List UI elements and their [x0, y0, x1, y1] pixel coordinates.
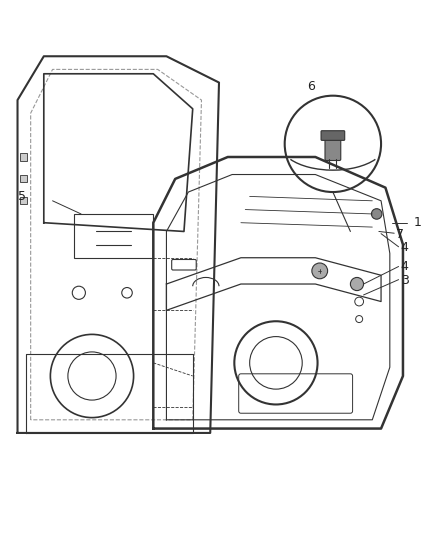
Circle shape: [350, 278, 364, 290]
Text: 7: 7: [396, 228, 404, 240]
Text: 6: 6: [307, 80, 315, 93]
FancyBboxPatch shape: [321, 131, 345, 140]
FancyBboxPatch shape: [20, 175, 27, 182]
Circle shape: [371, 209, 382, 219]
Text: 1: 1: [414, 216, 422, 229]
Text: 3: 3: [401, 274, 409, 287]
Circle shape: [312, 263, 328, 279]
Text: 5: 5: [18, 190, 26, 203]
FancyBboxPatch shape: [20, 197, 27, 204]
Text: 4: 4: [401, 260, 409, 273]
FancyBboxPatch shape: [20, 154, 27, 160]
Circle shape: [285, 96, 381, 192]
FancyBboxPatch shape: [325, 138, 341, 160]
Text: 4: 4: [401, 241, 409, 254]
